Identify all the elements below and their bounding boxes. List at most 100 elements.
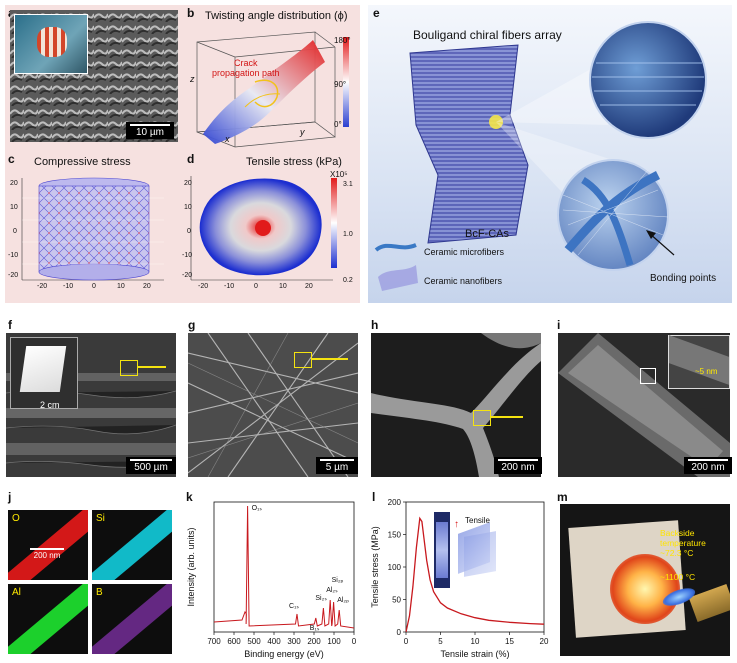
plot-frame [213,501,355,633]
panel-i-inset-label: ~5 nm [695,367,718,376]
panel-i-selection-box [640,368,656,384]
x-tick-label: 400 [267,637,281,646]
peak-label: Al₂ₛ [326,587,338,594]
panel-b-cbar-tick: 90° [334,80,347,89]
panel-d-multiplier: X10⁵ [330,170,348,179]
y-tick-label: 150 [388,531,402,540]
y-tick-label: 100 [388,563,402,572]
panel-d-cbar-tick: 3.1 [343,181,353,188]
panel-c-x-tick: -20 [37,283,48,290]
panel-d-x-tick: 10 [279,283,287,290]
x-tick-label: 700 [207,637,221,646]
panel-d-cbar-tick: 1.0 [343,231,353,238]
panel-b-cbar-tick: 0° [334,120,342,129]
panel-c-x-tick: 0 [92,283,96,290]
panel-e-bonding-label: Bonding points [650,273,717,284]
panel-f-scale-bar: 500 µm [126,457,176,474]
x-axis-label: Tensile strain (%) [440,649,509,659]
panel-h-sem-image [371,333,541,477]
panel-label-j: j [8,490,12,504]
panel-g-selection-box [294,352,312,368]
x-tick-label: 5 [438,637,443,646]
panel-f-inset-photo [10,337,78,409]
panel-e-illustration [374,21,707,291]
y-tick-label: 200 [388,498,402,507]
panel-f-selection-box [120,360,138,376]
panel-label-m: m [557,490,568,504]
panel-e-material-name: BcF-CAs [465,228,509,240]
panel-i-inset [668,335,730,389]
x-tick-label: 500 [247,637,261,646]
panel-c-y-tick: 10 [10,204,18,211]
panel-h-scale-bar: 200 nm [494,457,542,474]
panel-a-scale-bar: 10 µm [126,122,174,139]
y-tick-label: 50 [392,596,401,605]
x-tick-label: 200 [307,637,321,646]
y-axis-label: Intensity (arb. units) [186,527,196,606]
backside-temperature-label: Backside temperature ~72.3 °C [660,528,706,558]
panel-d-y-tick: 10 [184,204,192,211]
flame-temperature-label: ~1100 °C [660,572,696,582]
panel-label-f: f [8,318,12,332]
panel-e-legend-micro: Ceramic microfibers [424,247,505,257]
tensile-arrow-icon: ↑ [454,519,459,530]
peak-label: Al₂ₚ [337,597,349,604]
panel-c-y-tick: 0 [13,228,17,235]
x-tick-label: 300 [287,637,301,646]
panel-b-crack-annotation: Crack propagation path [212,58,280,78]
panel-c-x-tick: 20 [143,283,151,290]
panel-d-y-tick: -20 [182,272,193,279]
panel-c-title: Compressive stress [34,156,131,168]
stress-strain-line [405,516,545,633]
panel-label-l: l [372,490,376,504]
panel-b-3d-plot [196,31,349,148]
panel-f-arrow [138,366,166,368]
panel-m-photo [560,504,730,656]
eds-label-si: Si [96,513,105,524]
eds-label-b: B [96,587,103,598]
panel-label-i: i [557,318,561,332]
panel-h-selection-box [473,410,491,426]
panel-a-inset-photo [14,14,88,74]
x-tick-label: 0 [352,637,357,646]
peak-label: B₁ₛ [310,625,320,632]
eds-map-o [8,510,88,580]
layered-sheets [464,531,496,577]
panel-d-title: Tensile stress (kPa) [246,156,342,168]
panel-d-cbar-tick: 0.2 [343,277,353,284]
panel-g-arrow [312,358,348,360]
x-tick-label: 600 [227,637,241,646]
x-tick-label: 10 [471,637,480,646]
panel-b-cbar-tick: 180° [334,36,351,45]
panel-l-inset [434,512,496,590]
panel-label-g: g [188,318,196,332]
panel-c-x-tick: -10 [63,283,74,290]
eds-map-b [92,584,172,654]
flame-glow [610,554,680,624]
eds-label-o: O [12,513,20,524]
peak-label: Si₂ₚ [332,577,344,584]
peak-label: O₁ₛ [252,505,263,512]
panel-d-y-tick: 20 [184,180,192,187]
eds-label-al: Al [12,587,21,598]
x-tick-label: 20 [540,637,549,646]
panel-i-scale-bar: 200 nm [684,457,732,474]
panel-label-k: k [186,490,193,504]
panel-b-title: Twisting angle distribution (ϕ) [205,10,348,22]
x-tick-label: 15 [505,637,514,646]
panel-g-scale-bar: 5 µm [316,457,358,474]
panel-b-axis-z: z [190,74,195,84]
eds-scale-bar: 200 nm [30,548,64,560]
panel-e-legend-nano: Ceramic nanofibers [424,276,503,286]
peak-label: C₁ₛ [289,603,299,610]
panel-c-y-tick: -10 [8,252,19,259]
x-tick-label: 100 [327,637,341,646]
fiber-junction-texture [371,333,541,477]
torch-nozzle [688,583,730,623]
panel-c-y-tick: -20 [8,272,19,279]
panel-d-x-tick: 0 [254,283,258,290]
panel-label-b: b [187,6,195,20]
xps-spectrum-line [213,505,355,629]
panel-label-h: h [371,318,379,332]
